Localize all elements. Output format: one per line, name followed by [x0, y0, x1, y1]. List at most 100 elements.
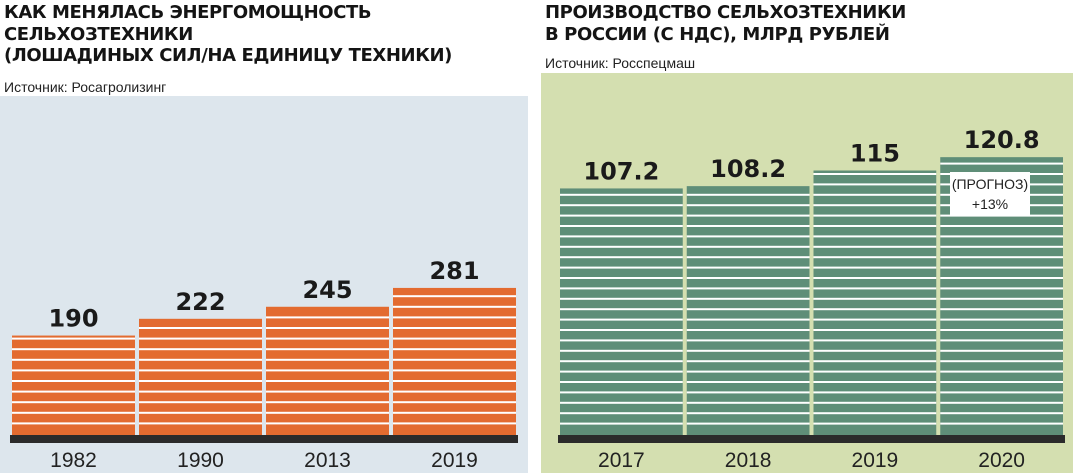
- bar-stripe: [686, 245, 810, 248]
- bar-stripe: [813, 329, 937, 331]
- bar-stripe: [139, 348, 262, 351]
- bar-stripe: [813, 318, 937, 321]
- bar-stripe: [266, 401, 389, 404]
- bar-stripe: [686, 391, 810, 394]
- bar-stripe: [393, 348, 516, 351]
- bar-stripe: [560, 256, 683, 259]
- bar-stripe: [940, 401, 1063, 404]
- bar-stripe: [393, 401, 516, 404]
- data-label: 190: [48, 305, 98, 333]
- bar-stripe: [686, 297, 810, 300]
- bar-stripe: [560, 214, 683, 217]
- bar-stripe: [560, 422, 683, 425]
- tick-label: 2017: [598, 449, 645, 472]
- bar-stripe: [266, 411, 389, 414]
- tick-label: 2019: [431, 449, 478, 472]
- bar-stripe: [560, 370, 683, 373]
- bar-stripe: [813, 193, 937, 196]
- data-label: 115: [850, 140, 900, 168]
- data-label: 222: [175, 288, 225, 316]
- bar-stripe: [813, 183, 937, 186]
- bar-stripe: [560, 193, 683, 196]
- bar-stripe: [686, 401, 810, 404]
- bar-stripe: [813, 381, 937, 383]
- bar-stripe: [813, 287, 937, 290]
- bar-stripe: [686, 339, 810, 342]
- bar-stripe: [813, 370, 937, 373]
- bar-stripe: [12, 348, 135, 351]
- bar-stripe: [139, 390, 262, 393]
- bar-fill: [560, 188, 683, 435]
- bar-stripe: [560, 339, 683, 342]
- forecast-annotation: (ПРОГНОЗ) +13%: [950, 172, 1030, 216]
- bar-stripe: [560, 308, 683, 311]
- bar-stripe: [813, 225, 937, 227]
- bar-stripe: [940, 308, 1063, 311]
- bar-stripe: [560, 245, 683, 248]
- plot-area: 107.2 2017 108.2 2018 115 2019 120.8 2020: [541, 73, 1073, 473]
- bar: [139, 318, 262, 435]
- bar-stripe: [393, 380, 516, 382]
- bar-stripe: [940, 412, 1063, 415]
- tick-label: 2018: [725, 449, 772, 472]
- bar-stripe: [393, 358, 516, 361]
- bar-stripe: [940, 235, 1063, 238]
- bar-fill: [813, 170, 937, 435]
- bar-fill: [686, 186, 810, 435]
- bar-stripe: [393, 316, 516, 319]
- bar-stripe: [560, 277, 683, 279]
- chart-title-line: В РОССИИ (С НДС), МЛРД РУБЛЕЙ: [545, 23, 890, 45]
- bar-stripe: [560, 297, 683, 300]
- bar-stripe: [940, 349, 1063, 352]
- bar-chart-svg: 190 1982 222 1990 245 2013 281 2019: [10, 257, 518, 472]
- bar-fill: [139, 318, 262, 435]
- bar-stripe: [393, 390, 516, 393]
- bar-stripe: [266, 358, 389, 361]
- tick-label: 1990: [177, 449, 224, 472]
- bar-stripe: [139, 327, 262, 329]
- bar-stripe: [813, 412, 937, 415]
- bar-stripe: [813, 391, 937, 394]
- bar: [12, 335, 135, 435]
- bar-stripe: [813, 308, 937, 311]
- chart-title-line: СЕЛЬХОЗТЕХНИКИ: [4, 23, 193, 45]
- bar-stripe: [813, 266, 937, 269]
- bar-stripe: [813, 422, 937, 425]
- chart-title-line: КАК МЕНЯЛАСЬ ЭНЕРГОМОЩНОСТЬ: [4, 2, 372, 23]
- bar-stripe: [560, 318, 683, 321]
- tick-label: 2019: [852, 449, 899, 472]
- bar-stripe: [560, 401, 683, 404]
- bar-stripe: [813, 204, 937, 207]
- bar-stripe: [12, 337, 135, 340]
- energy-power-chart-panel: КАК МЕНЯЛАСЬ ЭНЕРГОМОЩНОСТЬ СЕЛЬХОЗТЕХНИ…: [0, 0, 528, 473]
- bar-stripe: [686, 225, 810, 227]
- bar-stripe: [139, 380, 262, 382]
- bar-stripe: [12, 358, 135, 361]
- bar-stripe: [12, 411, 135, 414]
- bar-stripe: [686, 370, 810, 373]
- bar-stripe: [813, 245, 937, 248]
- bar: [266, 306, 389, 435]
- bar-stripe: [813, 349, 937, 352]
- data-label: 120.8: [964, 126, 1040, 154]
- forecast-label: (ПРОГНОЗ): [951, 176, 1029, 192]
- bar-stripe: [686, 214, 810, 217]
- chart-source: Источник: Росспецмаш: [545, 55, 696, 71]
- bar-stripe: [560, 412, 683, 415]
- chart-title: ПРОИЗВОДСТВО СЕЛЬХОЗТЕХНИКИ В РОССИИ (С …: [545, 2, 906, 45]
- bar-stripe: [940, 391, 1063, 394]
- data-label: 245: [302, 276, 352, 304]
- bar-stripe: [686, 329, 810, 331]
- bar-stripe: [266, 337, 389, 340]
- bar-stripe: [813, 235, 937, 238]
- bar-stripe: [813, 214, 937, 217]
- bar-stripe: [940, 360, 1063, 363]
- bar-stripe: [266, 369, 389, 372]
- chart-baseline: [10, 435, 518, 443]
- bar-stripe: [940, 225, 1063, 227]
- plot-area: 190 1982 222 1990 245 2013 281 2019: [0, 96, 528, 473]
- bar-stripe: [12, 380, 135, 382]
- bar-stripe: [686, 318, 810, 321]
- tick-label: 2013: [304, 449, 351, 472]
- bar-stripe: [560, 287, 683, 290]
